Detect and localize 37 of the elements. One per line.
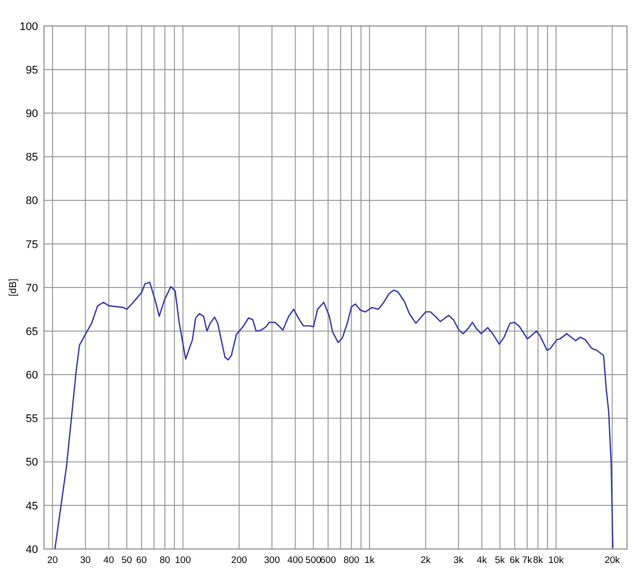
y-tick-label: 100 [20, 20, 38, 33]
x-tick-label: 100 [175, 555, 191, 566]
x-tick-label: 60 [136, 555, 147, 566]
x-tick-label: 300 [264, 555, 280, 566]
x-tick-label: 1k [364, 555, 375, 566]
x-tick-label: 80 [160, 555, 170, 566]
x-tick-label: 3k [453, 555, 464, 566]
x-tick-label: 40 [103, 555, 114, 566]
x-tick-label: 10k [548, 555, 564, 566]
x-tick-label: 30 [80, 555, 91, 566]
y-tick-label: 60 [26, 370, 38, 382]
y-tick-label: 80 [26, 195, 38, 208]
x-tick-label: 4k [476, 555, 488, 566]
x-tick-label: 500 [305, 555, 322, 566]
x-tick-label: 800 [343, 555, 360, 566]
y-axis-title: [dB] [8, 278, 19, 296]
y-tick-label: 90 [26, 108, 38, 120]
x-tick-label: 7k [522, 555, 532, 566]
y-tick-label: 75 [26, 238, 38, 251]
x-tick-label: 20 [47, 555, 58, 566]
y-tick-label: 65 [26, 326, 38, 338]
x-tick-label: 20k [604, 555, 620, 566]
x-tick-label: 8k [532, 555, 544, 566]
y-tick-label: 70 [26, 282, 38, 294]
x-tick-label: 5k [494, 555, 506, 566]
x-tick-label: 50 [121, 555, 132, 566]
y-tick-label: 45 [26, 500, 38, 512]
y-tick-label: 40 [26, 544, 38, 556]
x-tick-label: 600 [320, 555, 336, 566]
x-tick-label: 200 [231, 555, 248, 566]
y-tick-label: 50 [26, 456, 38, 469]
x-tick-label: 2k [420, 555, 431, 566]
y-tick-label: 85 [26, 152, 38, 164]
y-tick-label: 55 [26, 413, 38, 426]
x-tick-label: 400 [287, 555, 304, 566]
x-tick-label: 6k [510, 555, 520, 566]
y-tick-label: 95 [26, 64, 38, 76]
